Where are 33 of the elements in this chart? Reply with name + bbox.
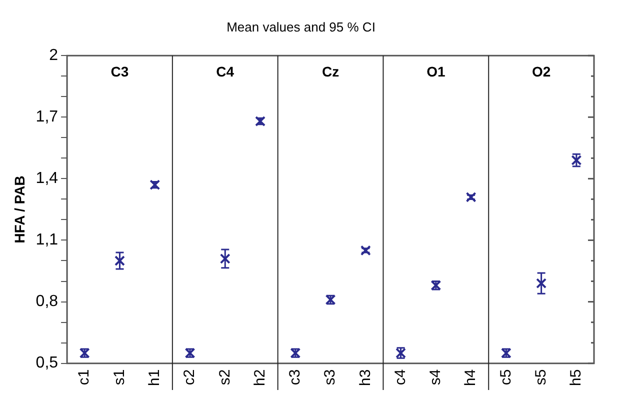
annotation: C3 <box>110 63 129 80</box>
y-tick-label: 1,7 <box>36 108 58 126</box>
x-tick-label: h1 <box>146 369 164 386</box>
x-tick-label: s5 <box>532 369 550 386</box>
point <box>466 192 476 202</box>
x-tick-label: c2 <box>181 369 198 386</box>
y-tick-label: 1,4 <box>36 170 58 188</box>
annotation: O2 <box>532 63 551 80</box>
x-tick-label: c4 <box>392 369 409 386</box>
x-tick-label: c1 <box>76 369 93 386</box>
x-tick-label: s1 <box>110 369 128 386</box>
x-tick-label: h4 <box>462 369 480 386</box>
x-tick-label: s3 <box>322 369 339 386</box>
y-tick-label: 2 <box>49 47 58 64</box>
annotation: O1 <box>426 63 446 80</box>
annotation: C4 <box>216 63 234 80</box>
chart-title: Mean values and 95 % CI <box>226 19 376 34</box>
point <box>360 245 371 256</box>
x-tick-label: h3 <box>356 369 374 386</box>
point <box>536 278 547 289</box>
y-axis-title: HFA / PAB <box>11 176 28 244</box>
x-tick-label: c3 <box>286 369 304 386</box>
point <box>220 253 230 264</box>
point <box>114 256 125 266</box>
x-tick-label: c5 <box>497 369 514 386</box>
x-tick-label: h5 <box>568 369 585 386</box>
x-tick-label: s4 <box>427 369 444 386</box>
x-tick-label: s2 <box>216 369 234 386</box>
y-tick-label: 0,8 <box>36 293 58 310</box>
x-tick-label: h2 <box>251 369 268 386</box>
y-tick-label: 0,5 <box>36 354 58 372</box>
y-tick-label: 1,1 <box>36 232 58 249</box>
annotation: Cz <box>322 63 340 80</box>
